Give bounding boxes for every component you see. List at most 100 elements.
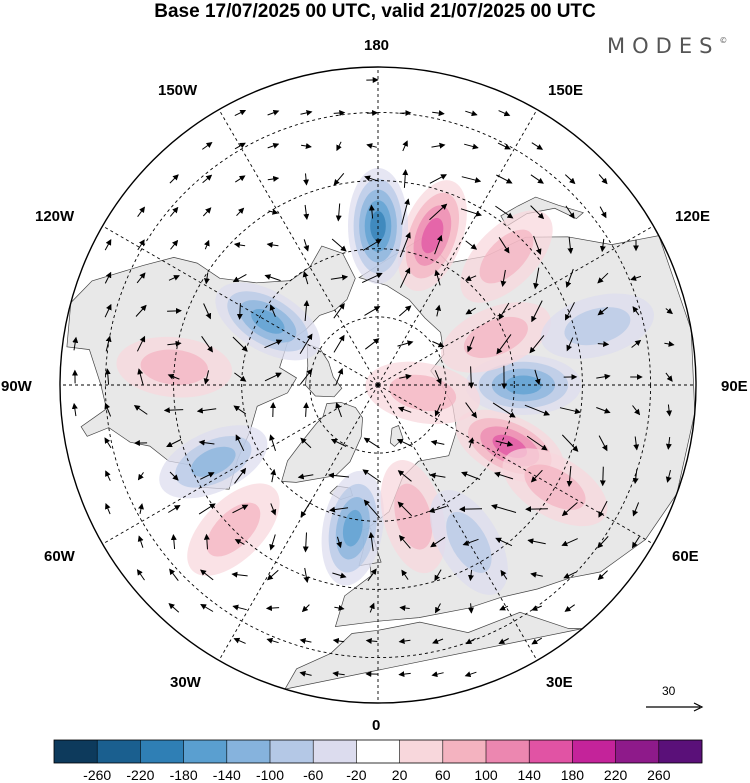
colorbar-label: -220 xyxy=(126,767,155,783)
wind-vector xyxy=(402,169,409,188)
wind-vector xyxy=(170,239,179,250)
wind-vector xyxy=(269,534,276,551)
wind-vector xyxy=(399,267,411,288)
wind-vector xyxy=(198,503,216,515)
wind-vector xyxy=(330,438,347,448)
wind-vector xyxy=(429,203,448,221)
wind-vector xyxy=(461,471,481,480)
wind-vector xyxy=(434,269,441,286)
wind-vector xyxy=(234,109,247,117)
wind-vector xyxy=(203,370,210,385)
wind-vector xyxy=(597,536,609,549)
wind-vector xyxy=(270,503,277,516)
wind-vector xyxy=(167,373,180,380)
wind-vector xyxy=(665,469,672,483)
wind-vector xyxy=(333,302,345,319)
anomaly-contour xyxy=(370,211,386,241)
colorbar-segment xyxy=(356,740,400,763)
wind-vector xyxy=(398,671,411,678)
wind-vector xyxy=(135,304,147,317)
wind-vector xyxy=(567,236,574,255)
wind-vector xyxy=(632,468,639,485)
wind-vectors xyxy=(71,76,675,678)
wind-vector xyxy=(561,502,578,517)
anomaly-contour xyxy=(342,509,363,547)
wind-vector xyxy=(266,241,279,248)
wind-vector xyxy=(434,234,443,255)
longitude-line xyxy=(377,225,654,386)
wind-vector xyxy=(234,539,245,545)
wind-vector xyxy=(300,109,313,116)
colorbar-segment xyxy=(658,740,703,763)
colorbar-segment xyxy=(442,740,487,763)
wind-vector xyxy=(232,336,248,352)
wind-vector xyxy=(530,174,544,184)
wind-vector xyxy=(301,604,310,613)
wind-vector xyxy=(402,140,408,152)
wind-vector xyxy=(530,205,545,220)
wind-vector xyxy=(632,502,640,517)
wind-vector xyxy=(561,434,579,452)
wind-vector xyxy=(200,569,214,581)
wind-vector xyxy=(270,468,277,483)
wind-vector xyxy=(362,469,382,483)
wind-vector xyxy=(334,604,345,611)
wind-vector xyxy=(137,368,144,385)
wind-vector xyxy=(368,531,375,552)
wind-vector xyxy=(665,437,672,450)
wind-vector xyxy=(434,370,442,385)
wind-vector xyxy=(333,109,346,116)
wind-vector xyxy=(597,570,608,581)
colorbar-segment xyxy=(399,740,444,763)
wind-vector xyxy=(631,339,642,348)
wind-vector xyxy=(565,268,574,288)
wind-vector xyxy=(137,239,145,251)
wind-vector xyxy=(598,500,608,518)
wind-vector xyxy=(401,198,410,225)
wind-vector xyxy=(597,341,610,348)
map-title: Base 17/07/2025 00 UTC, valid 21/07/2025… xyxy=(154,1,596,22)
wind-vector xyxy=(71,402,78,417)
wind-vector xyxy=(303,567,310,583)
lon-label-150w: 150W xyxy=(158,82,198,99)
colorbar-label: -100 xyxy=(255,767,285,783)
wind-vector xyxy=(105,502,111,515)
wind-vector xyxy=(465,637,476,645)
wind-vector xyxy=(198,439,215,446)
wind-vector xyxy=(397,340,414,347)
wind-vector xyxy=(464,671,477,678)
wind-vector xyxy=(362,238,382,251)
wind-vector xyxy=(397,470,412,482)
wind-vector xyxy=(666,404,673,417)
wind-vector xyxy=(335,367,344,386)
wind-vector xyxy=(105,335,112,352)
wind-vector xyxy=(168,275,180,281)
wind-vector xyxy=(268,208,279,215)
wind-vector xyxy=(465,307,476,315)
wind-vector xyxy=(565,302,575,321)
wind-vector xyxy=(566,465,573,487)
map-boundary xyxy=(59,66,697,704)
longitude-line xyxy=(377,109,538,386)
wind-vector xyxy=(234,372,247,382)
wind-vector xyxy=(203,272,210,285)
longitude-line xyxy=(218,384,379,661)
wind-vector xyxy=(233,637,246,644)
colorbar-segment xyxy=(270,740,314,763)
wind-vector xyxy=(468,437,474,448)
wind-vector xyxy=(599,466,606,487)
wind-vector xyxy=(435,304,442,317)
wind-vector xyxy=(564,174,576,185)
colorbar-frame xyxy=(53,739,703,764)
wind-vector xyxy=(465,402,477,419)
wind-vector xyxy=(431,142,446,149)
wind-vector xyxy=(498,302,510,320)
wind-vector xyxy=(104,303,112,318)
wind-vector xyxy=(498,638,509,644)
wind-vector xyxy=(332,637,345,644)
wind-vector xyxy=(136,272,146,284)
wind-vector xyxy=(104,271,112,284)
wind-vector xyxy=(266,569,279,581)
wind-vector xyxy=(299,333,313,354)
wind-vector xyxy=(665,308,673,315)
